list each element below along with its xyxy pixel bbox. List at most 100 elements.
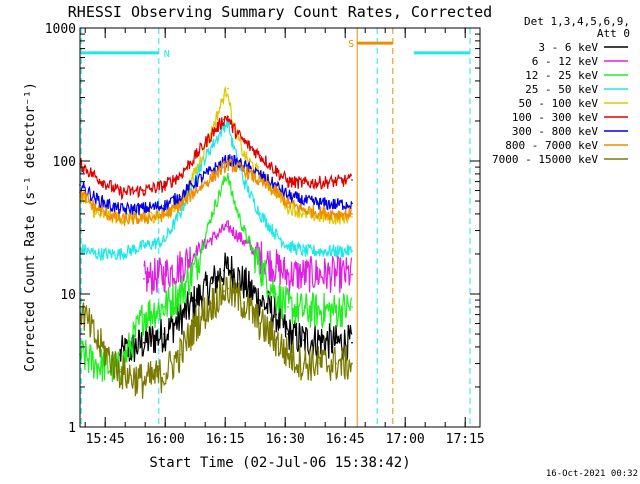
- series-point-8-8: [223, 290, 225, 293]
- series-point-2-6: [195, 265, 197, 268]
- series-point-8-16: [319, 362, 321, 365]
- series-point-0-16: [351, 341, 353, 344]
- series-point-1-0: [143, 277, 145, 280]
- series-point-0-14: [319, 339, 321, 342]
- series-point-2-14: [287, 305, 289, 308]
- series-point-8-13: [275, 339, 277, 342]
- legend-label-8: 7000 - 15000 keV: [492, 153, 598, 166]
- series-point-4-6: [195, 169, 197, 172]
- series-point-8-17: [335, 362, 337, 365]
- series-point-3-8: [223, 126, 225, 128]
- series-point-6-4: [163, 204, 165, 207]
- series-point-5-4: [163, 184, 165, 187]
- series-point-7-16: [319, 211, 321, 214]
- series-point-6-6: [195, 180, 197, 183]
- series-point-0-7: [227, 267, 229, 270]
- x-tick-label-4: 16:45: [326, 432, 365, 447]
- series-point-2-7: [211, 213, 213, 215]
- x-tick-label-3: 16:30: [266, 432, 305, 447]
- series-point-2-10: [231, 194, 233, 197]
- chart-title: RHESSI Observing Summary Count Rates, Co…: [68, 3, 492, 21]
- x-tick-label-2: 16:15: [206, 432, 245, 447]
- series-point-6-1: [95, 197, 97, 200]
- series-point-3-4: [163, 240, 165, 242]
- series-point-7-4: [163, 214, 165, 217]
- series-point-2-13: [275, 293, 277, 295]
- series-point-0-2: [163, 333, 165, 335]
- series-point-2-15: [303, 309, 305, 312]
- x-tick-label-5: 17:00: [386, 432, 425, 447]
- series-point-8-11: [243, 302, 245, 305]
- series-point-0-0: [119, 353, 121, 356]
- series-7: [79, 158, 353, 226]
- series-point-4-11: [243, 154, 245, 157]
- annotations: NS: [81, 39, 470, 60]
- series-point-0-13: [303, 339, 305, 342]
- series-point-5-8: [223, 118, 225, 121]
- series-point-2-4: [163, 305, 165, 308]
- series-point-1-3: [195, 250, 197, 253]
- series-point-3-1: [95, 253, 97, 255]
- series-point-7-11: [243, 169, 245, 172]
- series-point-3-2: [119, 253, 121, 255]
- series-point-2-8: [223, 180, 225, 183]
- series-point-1-14: [335, 273, 337, 276]
- series-point-1-8: [243, 240, 245, 242]
- series-point-5-11: [243, 140, 245, 143]
- y-tick-label-2: 100: [53, 155, 76, 170]
- series-point-6-17: [335, 203, 337, 206]
- series-point-1-5: [223, 227, 225, 230]
- series-point-7-9: [227, 163, 229, 166]
- series-point-6-2: [119, 208, 121, 211]
- series-point-5-9: [227, 115, 229, 118]
- series-point-7-10: [231, 164, 233, 167]
- series-point-1-12: [303, 273, 305, 276]
- series-point-6-15: [303, 200, 305, 202]
- series-point-0-10: [259, 299, 261, 301]
- series-point-7-2: [119, 219, 121, 221]
- series-point-8-6: [195, 322, 197, 325]
- series-point-7-17: [335, 213, 337, 215]
- legend-label-3: 25 - 50 keV: [525, 83, 598, 96]
- series-point-7-5: [179, 204, 181, 207]
- series-point-7-15: [303, 208, 305, 211]
- series-point-2-9: [227, 172, 229, 175]
- series-point-7-1: [95, 207, 97, 210]
- series-point-8-12: [259, 322, 261, 325]
- series-point-6-3: [143, 207, 145, 210]
- series-point-7-6: [195, 189, 197, 192]
- series-point-3-16: [319, 250, 321, 253]
- series-point-3-17: [335, 250, 337, 253]
- series-point-4-9: [227, 87, 229, 90]
- series-layer: [79, 87, 353, 399]
- legend-label-5: 100 - 300 keV: [512, 111, 598, 124]
- series-point-3-14: [287, 244, 289, 247]
- series-8: [79, 273, 353, 399]
- series-point-7-3: [143, 217, 145, 220]
- series-point-8-18: [351, 362, 353, 365]
- series-point-5-14: [287, 180, 289, 183]
- series-point-0-9: [243, 282, 245, 285]
- series-point-0-15: [335, 341, 337, 344]
- series-point-5-13: [275, 169, 277, 172]
- series-line-5: [79, 115, 352, 201]
- series-line-8: [79, 273, 352, 399]
- series-point-3-18: [351, 250, 353, 253]
- series-point-8-3: [143, 380, 145, 383]
- series-point-2-5: [179, 293, 181, 295]
- series-point-7-8: [223, 166, 225, 168]
- series-point-2-18: [351, 305, 353, 308]
- series-point-6-14: [287, 194, 289, 197]
- series-point-0-8: [231, 269, 233, 272]
- plot-frame: [79, 27, 481, 428]
- series-point-3-12: [259, 213, 261, 215]
- legend-label-6: 300 - 800 keV: [512, 125, 598, 138]
- series-point-5-10: [231, 126, 233, 128]
- series-point-7-18: [351, 213, 353, 215]
- series-point-4-1: [95, 213, 97, 215]
- x-axis-label: Start Time (02-Jul-06 15:38:42): [149, 455, 410, 471]
- series-point-3-3: [143, 244, 145, 247]
